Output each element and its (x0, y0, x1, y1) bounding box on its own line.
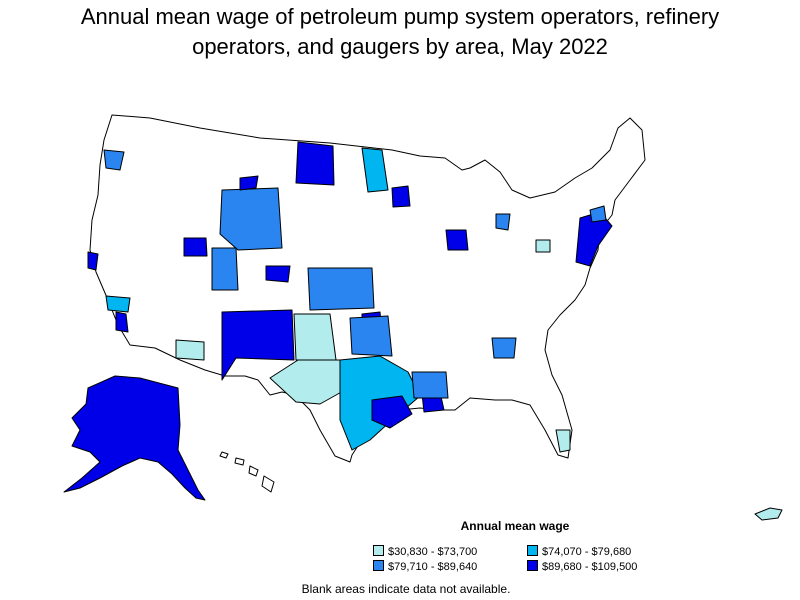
area-texas-panhandle (293, 313, 337, 361)
area-new-mexico (221, 309, 295, 381)
hawaii (219, 451, 275, 493)
area-northern-plains (295, 141, 335, 186)
title-line-1: Annual mean wage of petroleum pump syste… (80, 4, 720, 29)
legend-item-range-4: $89,680 - $109,500 (527, 560, 637, 574)
legend-swatch-range-2 (527, 545, 538, 556)
area-texas-gulf (371, 395, 413, 429)
area-oklahoma-east (349, 315, 393, 357)
area-colorado-mid (265, 265, 291, 283)
area-kansas (307, 267, 375, 311)
legend-swatch-range-1 (373, 545, 384, 556)
area-california-bay (87, 251, 99, 271)
legend-title: Annual mean wage (460, 519, 570, 533)
area-california-south (115, 311, 129, 333)
area-montana-west (239, 175, 259, 191)
area-florida (555, 429, 571, 453)
legend-label-range-1: $30,830 - $73,700 (388, 546, 478, 558)
area-tennessee (491, 337, 517, 359)
legend-swatch-range-3 (373, 560, 384, 571)
area-california-central (105, 295, 131, 313)
area-ohio-valley (535, 239, 551, 253)
map-title: Annual mean wage of petroleum pump syste… (0, 2, 800, 62)
alaska (63, 375, 206, 501)
area-arizona (175, 339, 205, 361)
legend-item-range-3: $79,710 - $89,640 (373, 560, 477, 574)
legend-label-range-3: $79,710 - $89,640 (388, 561, 478, 573)
puerto-rico (754, 507, 783, 521)
area-michigan (495, 213, 511, 231)
area-minnesota (391, 185, 411, 208)
legend-label-range-2: $74,070 - $79,680 (542, 546, 632, 558)
legend-label-range-4: $89,680 - $109,500 (542, 561, 638, 573)
area-washington (103, 149, 125, 171)
area-new-york (589, 205, 607, 223)
area-north-dakota-east (361, 147, 389, 193)
legend-item-range-1: $30,830 - $73,700 (373, 545, 477, 559)
area-louisiana-south (411, 371, 449, 399)
area-wyoming (219, 187, 283, 251)
area-utah-north (183, 237, 208, 257)
legend-swatch-range-4 (527, 560, 538, 571)
legend-item-range-2: $74,070 - $79,680 (527, 545, 631, 559)
footnote: Blank areas indicate data not available. (301, 582, 511, 596)
area-illinois (445, 229, 469, 251)
area-colorado-west (211, 247, 239, 291)
title-line-2: operators, and gaugers by area, May 2022 (192, 34, 608, 59)
